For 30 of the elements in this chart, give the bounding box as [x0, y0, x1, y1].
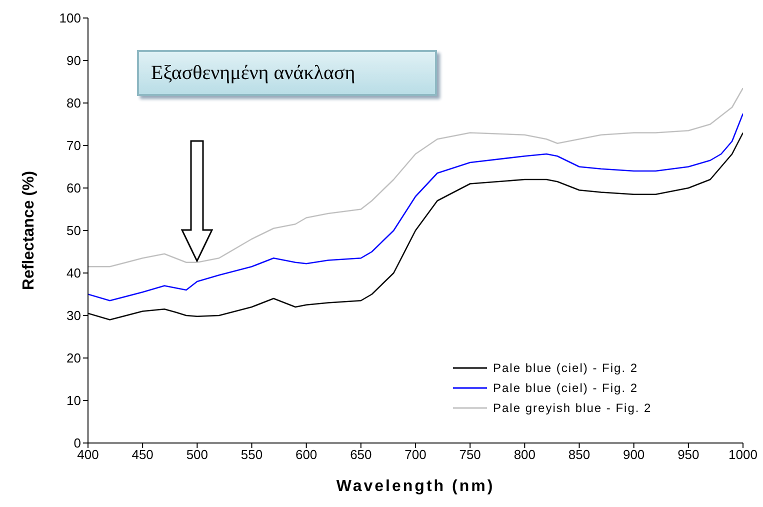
- y-tick-label: 30: [66, 308, 81, 324]
- x-tick-label: 950: [678, 447, 700, 462]
- y-tick-label: 90: [66, 53, 81, 68]
- x-axis-title: Wavelength (nm): [336, 478, 495, 495]
- x-tick-label: 850: [568, 447, 590, 462]
- y-tick-label: 50: [66, 223, 81, 238]
- y-tick-label: 80: [66, 96, 81, 111]
- y-axis-title: Reflectance (%): [20, 170, 38, 290]
- line-series: [88, 112, 743, 302]
- x-tick-label: 700: [404, 447, 426, 462]
- legend-label: Pale greyish blue - Fig. 2: [493, 401, 652, 415]
- y-tick-label: 40: [66, 266, 81, 281]
- y-tick-label: 100: [59, 10, 81, 26]
- x-tick-label: 650: [350, 447, 372, 462]
- note-box: Εξασθενημένη ανάκλαση: [137, 50, 437, 96]
- legend-label: Pale blue (ciel) - Fig. 2: [493, 361, 638, 375]
- y-tick-label: 20: [66, 350, 81, 366]
- x-tick-label: 750: [459, 447, 481, 462]
- x-tick-label: 1000: [728, 447, 758, 462]
- x-tick-label: 600: [295, 447, 318, 462]
- x-tick-label: 550: [240, 447, 263, 462]
- line-series: [88, 87, 743, 268]
- x-tick-label: 900: [622, 447, 645, 462]
- legend-label: Pale blue (ciel) - Fig. 2: [493, 381, 638, 395]
- y-tick-label: 70: [66, 138, 81, 154]
- x-tick-label: 450: [132, 447, 154, 462]
- x-tick-label: 800: [514, 447, 536, 462]
- y-tick-label: 60: [66, 180, 81, 196]
- x-tick-label: 500: [186, 447, 208, 462]
- y-tick-label: 10: [66, 393, 81, 408]
